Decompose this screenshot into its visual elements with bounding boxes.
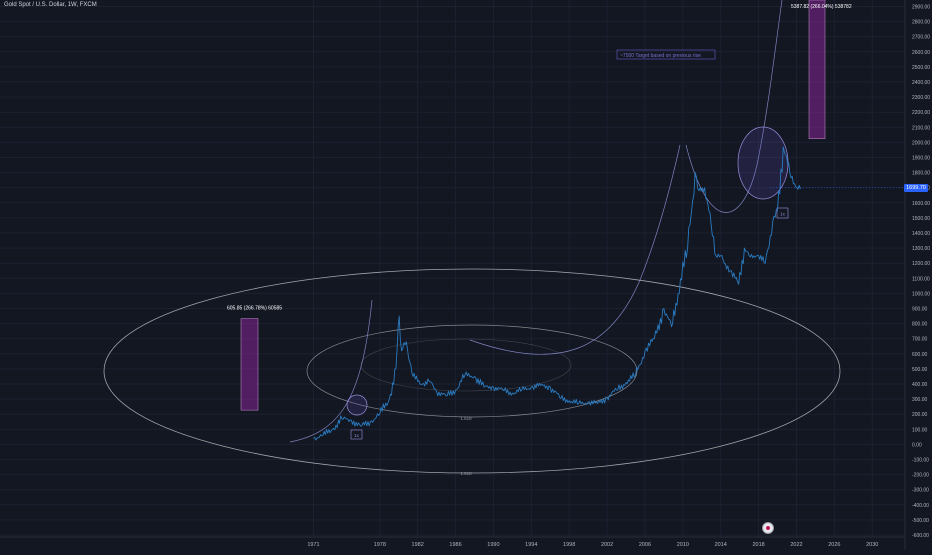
box-1x-left-label: 1x — [354, 433, 360, 438]
price-tick-label: 100.00 — [912, 427, 928, 433]
time-tick-label: 2014 — [715, 542, 727, 548]
gold-price-line — [313, 146, 802, 441]
inner-ellipse-label: 1.618 — [460, 416, 472, 421]
projected-parabolic-curve — [685, 0, 783, 213]
box-1x-left — [350, 429, 363, 440]
price-tick-label: 2200.00 — [912, 110, 930, 116]
price-tick-label: 1000.00 — [912, 291, 930, 297]
time-tick-label: 2026 — [828, 542, 840, 548]
price-tick-label: 2100.00 — [912, 125, 930, 131]
price-tick-label: -100.00 — [912, 458, 929, 464]
price-tick-label: 200.00 — [912, 412, 928, 418]
price-tick-label: -600.00 — [912, 533, 929, 539]
price-tick-label: 900.00 — [912, 307, 928, 313]
price-tick-label: 400.00 — [912, 382, 928, 388]
price-tick-label: 800.00 — [912, 322, 928, 328]
price-tick-label: 2700.00 — [912, 35, 930, 41]
box-1x-right — [776, 207, 789, 219]
inner-ellipse — [306, 324, 638, 418]
price-tick-label: 1900.00 — [912, 156, 930, 162]
highlight-circle-1978 — [346, 394, 368, 416]
measure-rect-right — [808, 0, 826, 139]
author-avatar-icon[interactable] — [762, 522, 774, 534]
time-tick-label: 2006 — [639, 542, 651, 548]
price-tick-label: 1800.00 — [912, 171, 930, 177]
price-tick-label: 2600.00 — [912, 50, 930, 56]
price-tick-label: 2900.00 — [912, 5, 930, 11]
gridlines — [0, 0, 905, 537]
price-tick-label: 300.00 — [912, 397, 928, 403]
price-tick-label: 1100.00 — [912, 276, 930, 282]
price-tick-label: -400.00 — [912, 503, 929, 509]
early-parabolic-curve — [289, 299, 373, 443]
price-tick-label: 2500.00 — [912, 65, 930, 71]
time-tick-label: 1998 — [563, 542, 575, 548]
measure-label-right: 5387.82 (266.04%) 538782 — [791, 4, 852, 10]
time-tick-label: 2002 — [601, 542, 613, 548]
price-tick-label: 0.00 — [912, 442, 922, 448]
price-tick-label: 1200.00 — [912, 261, 930, 267]
target-note-box — [616, 49, 716, 60]
main-parabolic-curve — [469, 144, 681, 355]
time-tick-label: 2018 — [752, 542, 764, 548]
drawings: 1.618 1.618 1x 1x ~7500 Target based on prev… — [103, 0, 852, 476]
target-note-text: ~7500 Target based on previous rise — [620, 53, 701, 59]
price-tick-label: 600.00 — [912, 352, 928, 358]
price-tick-label: 500.00 — [912, 367, 928, 373]
time-tick-label: 1978 — [374, 542, 386, 548]
time-tick-label: 1971 — [307, 542, 319, 548]
price-tick-label: 1500.00 — [912, 216, 930, 222]
price-tick-label: -300.00 — [912, 488, 929, 494]
time-tick-label: 2022 — [790, 542, 802, 548]
chart-title: Gold Spot / U.S. Dollar, 1W, FXCM — [4, 2, 97, 8]
price-tick-label: -200.00 — [912, 473, 929, 479]
box-1x-right-label: 1x — [780, 212, 786, 217]
current-price-label: 1699.70 — [904, 183, 928, 192]
measure-rect-left — [240, 318, 259, 411]
price-tick-label: 2800.00 — [912, 20, 930, 26]
time-tick-label: 1982 — [412, 542, 424, 548]
price-tick-label: 1400.00 — [912, 231, 930, 237]
price-tick-label: 2400.00 — [912, 80, 930, 86]
measure-label-left: 605.85 (266.78%) 60585 — [227, 306, 282, 312]
price-tick-label: -500.00 — [912, 518, 929, 524]
price-tick-label: 2300.00 — [912, 95, 930, 101]
outer-ellipse — [103, 268, 841, 474]
outer-ellipse-label: 1.618 — [460, 471, 472, 476]
time-tick-label: 1990 — [487, 542, 499, 548]
price-tick-label: 2000.00 — [912, 140, 930, 146]
price-tick-label: 1300.00 — [912, 246, 930, 252]
price-tick-label: 1600.00 — [912, 201, 930, 207]
time-tick-label: 2030 — [866, 542, 878, 548]
time-tick-label: 1994 — [525, 542, 537, 548]
time-tick-label: 2010 — [677, 542, 689, 548]
time-tick-label: 1986 — [449, 542, 461, 548]
price-series — [313, 146, 905, 441]
price-tick-label: 700.00 — [912, 337, 928, 343]
